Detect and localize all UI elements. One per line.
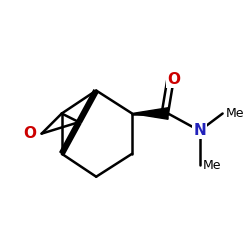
Text: Me: Me [226, 107, 244, 120]
Text: N: N [193, 123, 206, 138]
Text: O: O [24, 126, 36, 141]
Text: Me: Me [203, 159, 222, 172]
Polygon shape [132, 108, 168, 119]
Text: O: O [167, 72, 180, 86]
